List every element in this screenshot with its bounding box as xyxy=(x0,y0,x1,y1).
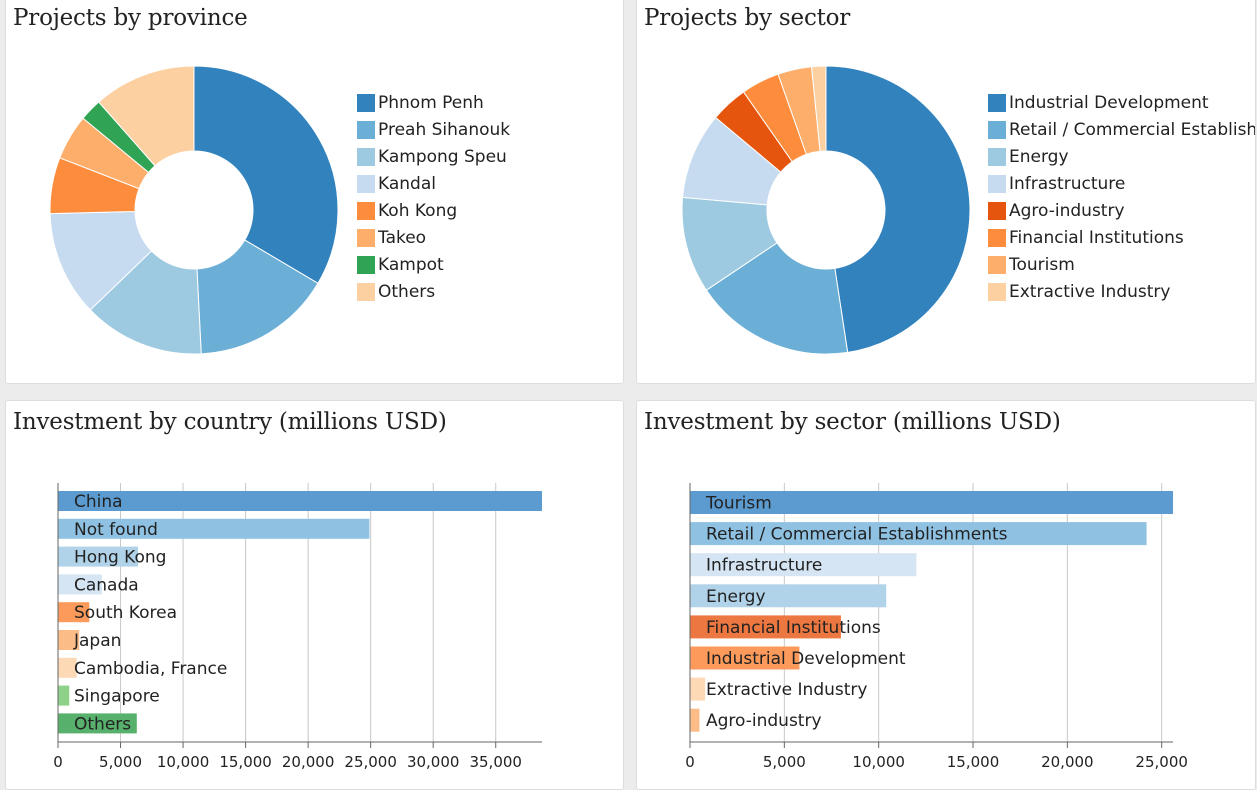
legend-swatch-extractive-industry xyxy=(988,283,1006,301)
bar-label-japan: Japan xyxy=(73,631,121,651)
tick-label: 25,000 xyxy=(1135,753,1188,771)
legend-label-others: Others xyxy=(378,282,435,302)
bar-label-financial-institutions: Financial Institutions xyxy=(706,618,881,638)
bar-label-agro-industry: Agro-industry xyxy=(706,711,822,731)
legend-swatch-phnom-penh xyxy=(357,94,375,112)
tick-label: 20,000 xyxy=(1041,753,1094,771)
sector-donut-chart: Industrial Development Retail / Commercia… xyxy=(681,65,1256,355)
legend-swatch-koh-kong xyxy=(357,202,375,220)
bar-label-retail-commercial-establishments: Retail / Commercial Establishments xyxy=(706,525,1008,545)
slice-others xyxy=(98,65,195,167)
legend-label-extractive-industry: Extractive Industry xyxy=(1009,282,1170,302)
legend-swatch-kampong-speu xyxy=(357,148,375,166)
chart-title: Projects by sector xyxy=(644,5,851,31)
bar-canada xyxy=(58,574,102,595)
legend-label-tourism: Tourism xyxy=(1008,255,1075,275)
legend-swatch-energy xyxy=(988,148,1006,166)
bar-label-others: Others xyxy=(74,714,131,734)
legend-swatch-agro-industry xyxy=(988,202,1006,220)
bar-japan xyxy=(58,630,80,650)
bar-infrastructure xyxy=(690,553,917,577)
bar-label-not-found: Not found xyxy=(74,520,158,540)
province-donut-chart: Phnom Penh Preah Sihanouk Kampong Speu Kand… xyxy=(49,65,510,355)
slice-phnom-penh xyxy=(193,65,339,284)
slice-kampong-speu xyxy=(89,250,202,355)
legend-label-kampong-speu: Kampong Speu xyxy=(378,147,507,167)
investment-by-sector-panel: Investment by sector (millions USD) 0 5,0… xyxy=(636,400,1256,790)
sector-bar-chart: 0 5,000 10,000 15,000 20,000 25,000 Tourism Ret… xyxy=(685,483,1188,771)
tick-label: 25,000 xyxy=(344,753,397,771)
bar-label-infrastructure: Infrastructure xyxy=(706,556,822,576)
bar-industrial-development xyxy=(690,646,800,670)
legend-swatch-industrial-development xyxy=(988,94,1006,112)
legend-label-phnom-penh: Phnom Penh xyxy=(378,93,484,113)
tick-label: 35,000 xyxy=(469,753,522,771)
slice-industrial-development xyxy=(825,65,971,353)
bar-label-china: China xyxy=(74,492,123,512)
bar-label-cambodia-france: Cambodia, France xyxy=(74,659,227,679)
bar-label-industrial-development: Industrial Development xyxy=(706,649,906,669)
legend-label-agro-industry: Agro-industry xyxy=(1009,201,1125,221)
legend-swatch-preah-sihanouk xyxy=(357,121,375,139)
bar-cambodia-france xyxy=(58,657,77,678)
legend-label-infrastructure: Infrastructure xyxy=(1009,174,1125,194)
tick-label: 10,000 xyxy=(157,753,210,771)
legend-label-takeo: Takeo xyxy=(377,228,426,248)
bar-hong-kong xyxy=(58,546,139,567)
investment-by-country-panel: Investment by country (millions USD) 0 5,… xyxy=(5,400,624,790)
bar-label-canada: Canada xyxy=(74,575,139,595)
bar-label-extractive-industry: Extractive Industry xyxy=(706,680,867,700)
legend-swatch-retail-commercial-establishments xyxy=(988,121,1006,139)
legend-swatch-kampot xyxy=(357,256,375,274)
legend-swatch-kandal xyxy=(357,175,375,193)
legend-label-retail-commercial-establishments: Retail / Commercial Establishments xyxy=(1009,120,1256,140)
projects-by-province-panel: Projects by province Phnom Penh Preah Sih… xyxy=(5,0,624,384)
chart-title: Investment by sector (millions USD) xyxy=(644,409,1061,435)
tick-label: 15,000 xyxy=(219,753,272,771)
bar-label-tourism: Tourism xyxy=(705,494,772,514)
legend-swatch-infrastructure xyxy=(988,175,1006,193)
tick-label: 15,000 xyxy=(947,753,1000,771)
bar-energy xyxy=(690,584,887,608)
legend-label-kampot: Kampot xyxy=(378,255,444,275)
tick-label: 10,000 xyxy=(852,753,905,771)
bar-label-hong-kong: Hong Kong xyxy=(74,548,166,568)
legend-swatch-financial-institutions xyxy=(988,229,1006,247)
country-bar-chart: 0 5,000 10,000 15,000 20,000 25,000 30,000 35,0… xyxy=(53,483,542,771)
slice-retail-commercial-establishments xyxy=(705,242,849,355)
tick-label: 0 xyxy=(53,753,63,771)
tick-label: 20,000 xyxy=(282,753,335,771)
legend-label-financial-institutions: Financial Institutions xyxy=(1009,228,1184,248)
legend-swatch-others xyxy=(357,283,375,301)
tick-label: 5,000 xyxy=(99,753,142,771)
bar-not-found xyxy=(58,518,370,539)
projects-by-sector-panel: Projects by sector Industrial Developmen… xyxy=(636,0,1256,384)
legend-label-preah-sihanouk: Preah Sihanouk xyxy=(378,120,510,140)
legend-label-kandal: Kandal xyxy=(378,174,436,194)
slice-extractive-industry xyxy=(811,65,827,152)
tick-label: 30,000 xyxy=(407,753,460,771)
legend-label-koh-kong: Koh Kong xyxy=(378,201,457,221)
chart-title: Investment by country (millions USD) xyxy=(13,409,447,435)
bar-retail-commercial-establishments xyxy=(690,522,1147,546)
bar-financial-institutions xyxy=(690,615,841,639)
bar-others xyxy=(58,713,137,734)
legend-label-industrial-development: Industrial Development xyxy=(1009,93,1209,113)
tick-label: 0 xyxy=(685,753,695,771)
bar-singapore xyxy=(58,685,70,706)
legend-swatch-takeo xyxy=(357,229,375,247)
bar-south-korea xyxy=(58,602,90,623)
tick-label: 5,000 xyxy=(763,753,806,771)
bar-agro-industry xyxy=(690,708,700,732)
bar-tourism xyxy=(690,491,1173,514)
legend-label-energy: Energy xyxy=(1009,147,1069,167)
bar-extractive-industry xyxy=(690,677,706,701)
slice-preah-sihanouk xyxy=(196,239,319,355)
bar-label-energy: Energy xyxy=(706,587,766,607)
bar-label-singapore: Singapore xyxy=(74,687,160,707)
bar-label-south-korea: South Korea xyxy=(74,603,177,623)
chart-title: Projects by province xyxy=(13,5,248,31)
legend-swatch-tourism xyxy=(988,256,1006,274)
bar-china xyxy=(58,491,542,511)
